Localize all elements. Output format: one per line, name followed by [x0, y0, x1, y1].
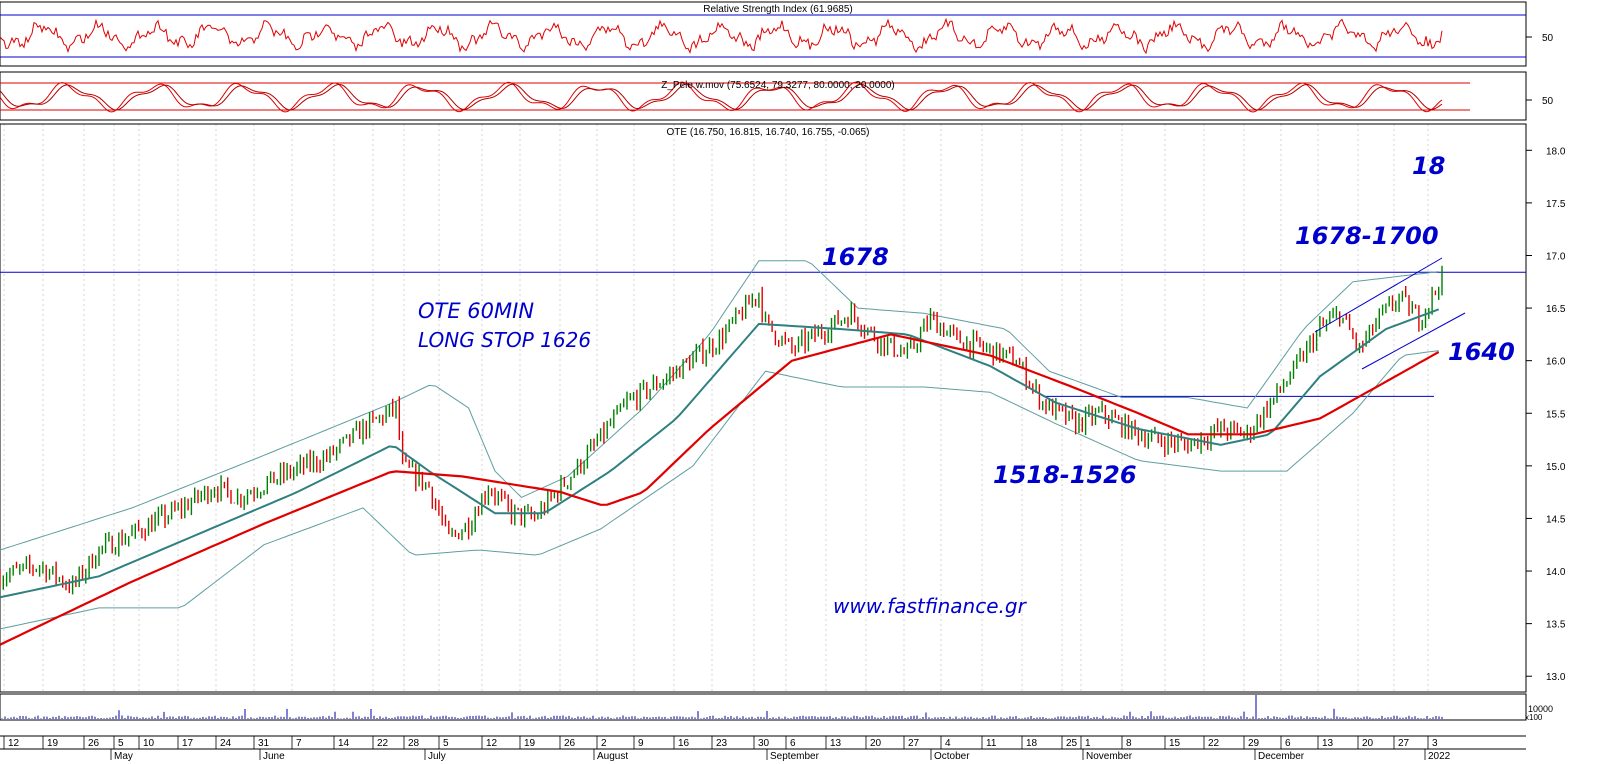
- y-tick-label: 13.5: [1546, 620, 1566, 631]
- x-day-label: 31: [258, 738, 270, 749]
- x-day-label: 13: [1322, 738, 1334, 749]
- x-day-label: 5: [443, 738, 449, 749]
- x-month-label: July: [428, 751, 446, 762]
- x-day-label: 27: [1398, 738, 1410, 749]
- y-tick-label: 15.0: [1546, 462, 1566, 473]
- x-day-label: 16: [678, 738, 690, 749]
- x-month-label: September: [770, 751, 820, 762]
- x-month-label: May: [114, 751, 133, 762]
- y-tick-label: 16.5: [1546, 304, 1566, 315]
- x-day-label: 12: [486, 738, 498, 749]
- zpele-title: Z_Pele w.mov (75.6524, 79.3277, 80.0000,…: [661, 80, 895, 91]
- price-title: OTE (16.750, 16.815, 16.740, 16.755, -0.…: [667, 127, 870, 138]
- note-ote-60min: OTE 60MIN: [418, 299, 534, 323]
- x-day-label: 19: [524, 738, 536, 749]
- rsi-title: Relative Strength Index (61.9685): [703, 4, 853, 15]
- x-day-label: 29: [1248, 738, 1260, 749]
- x-day-label: 15: [1169, 738, 1181, 749]
- x-day-label: 6: [1285, 738, 1291, 749]
- x-day-label: 27: [908, 738, 920, 749]
- watermark-fastfinance: www.fastfinance.gr: [833, 594, 1028, 618]
- x-day-label: 26: [564, 738, 576, 749]
- x-day-label: 24: [220, 738, 232, 749]
- x-day-label: 6: [790, 738, 796, 749]
- volume-panel: 10000 x100: [0, 693, 1553, 722]
- x-day-label: 23: [716, 738, 728, 749]
- y-tick-label: 17.5: [1546, 199, 1566, 210]
- lower-bollinger-band: [0, 350, 1439, 630]
- x-day-label: 7: [296, 738, 302, 749]
- middle-band: [0, 308, 1440, 599]
- zpele-tick-50: 50: [1542, 96, 1554, 107]
- rsi-line: [0, 17, 1443, 55]
- x-day-label: 22: [1208, 738, 1220, 749]
- volume-tick-label: 10000: [1528, 704, 1553, 714]
- channel-upper-line: [1314, 257, 1443, 333]
- price-panel: OTE (16.750, 16.815, 16.740, 16.755, -0.…: [0, 123, 1566, 693]
- x-day-label: 11: [986, 738, 997, 749]
- moving-average-red: [0, 333, 1440, 646]
- x-day-label: 5: [118, 738, 124, 749]
- rsi-tick-50: 50: [1542, 33, 1554, 44]
- x-day-label: 9: [638, 738, 644, 749]
- note-1640: 1640: [1448, 338, 1515, 366]
- y-tick-label: 18.0: [1546, 146, 1566, 157]
- x-day-label: 10: [143, 738, 155, 749]
- rsi-panel: Relative Strength Index (61.9685) 50: [0, 1, 1554, 67]
- y-tick-label: 14.0: [1546, 567, 1566, 578]
- x-day-label: 2: [601, 738, 607, 749]
- zpele-line-1: [0, 81, 1443, 113]
- x-day-label: 30: [758, 738, 770, 749]
- x-day-label: 18: [1026, 738, 1038, 749]
- y-tick-label: 13.0: [1546, 672, 1566, 683]
- note-18: 18: [1412, 152, 1445, 180]
- channel-lower-line: [1361, 312, 1466, 370]
- y-tick-label: 17.0: [1546, 251, 1566, 262]
- x-day-label: 3: [1432, 738, 1438, 749]
- y-tick-label: 15.5: [1546, 409, 1566, 420]
- x-month-label: June: [263, 751, 285, 762]
- x-month-label: 2022: [1428, 751, 1451, 762]
- x-day-label: 20: [870, 738, 882, 749]
- note-1678-1700: 1678-1700: [1295, 222, 1439, 250]
- x-day-label: 26: [88, 738, 100, 749]
- x-day-label: 25: [1066, 738, 1078, 749]
- x-month-label: August: [597, 751, 628, 762]
- x-day-label: 1: [1085, 738, 1091, 749]
- x-day-label: 14: [338, 738, 350, 749]
- date-x-axis: 12 19 26 5 10 17 24 31 7 14 22 28 5 12 19 26 2 9 16 23 30 6 13…: [0, 735, 1526, 762]
- x-day-label: 4: [945, 738, 951, 749]
- x-day-label: 13: [830, 738, 842, 749]
- x-day-label: 12: [8, 738, 20, 749]
- x-month-label: December: [1258, 751, 1305, 762]
- price-y-axis: 18.0 17.5 17.0 16.5 16.0 15.5 15.0 14.5 14.0 13.5…: [1526, 146, 1566, 683]
- zpele-panel: Z_Pele w.mov (75.6524, 79.3277, 80.0000,…: [0, 71, 1554, 121]
- x-day-label: 22: [377, 738, 389, 749]
- note-1518-1526: 1518-1526: [993, 461, 1137, 489]
- x-day-label: 20: [1362, 738, 1374, 749]
- y-tick-label: 16.0: [1546, 357, 1566, 368]
- annotations: OTE 60MIN LONG STOP 1626 1678 18 1678-17…: [418, 152, 1515, 618]
- x-month-label: November: [1086, 751, 1133, 762]
- x-day-label: 19: [47, 738, 59, 749]
- volume-unit: x100: [1525, 713, 1543, 722]
- x-day-label: 8: [1126, 738, 1132, 749]
- volume-bars: [1, 695, 1443, 719]
- x-month-label: October: [934, 751, 970, 762]
- zpele-line-2: [0, 83, 1443, 111]
- x-day-label: 17: [182, 738, 194, 749]
- x-day-label: 28: [408, 738, 420, 749]
- note-1678: 1678: [822, 243, 889, 271]
- note-long-stop: LONG STOP 1626: [418, 328, 591, 352]
- y-tick-label: 14.5: [1546, 514, 1566, 525]
- upper-bollinger-band: [0, 260, 1439, 551]
